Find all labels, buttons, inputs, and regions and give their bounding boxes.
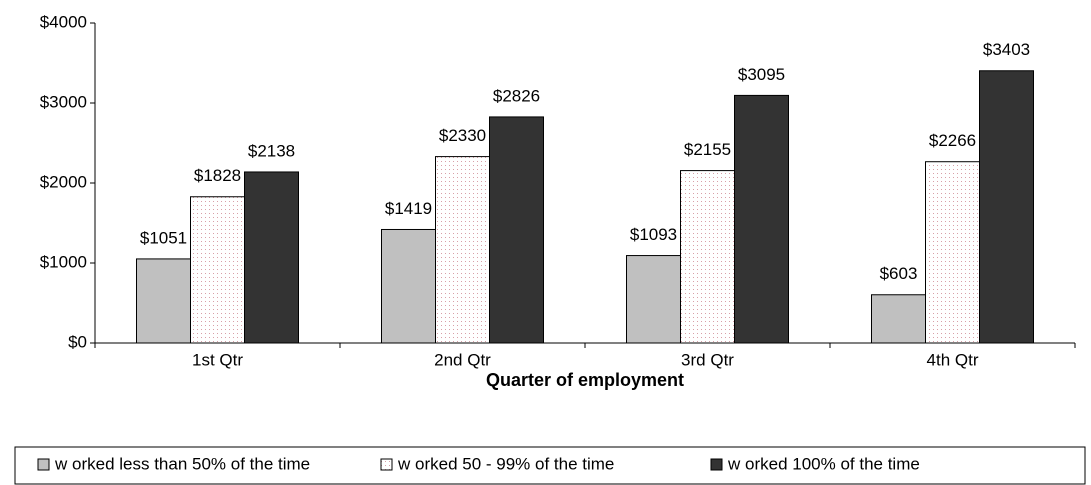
data-label: $2330 [439,126,486,145]
bar [680,170,735,344]
x-tick-label: 4th Qtr [927,350,979,369]
y-tick-label: $4000 [40,12,87,31]
y-tick-label: $2000 [40,172,87,191]
y-tick-label: $1000 [40,252,87,271]
data-label: $1051 [140,228,187,247]
legend-swatch [37,458,50,471]
data-label: $2266 [929,131,976,150]
data-label: $1093 [630,225,677,244]
x-tick-label: 1st Qtr [192,350,243,369]
bar [435,156,490,344]
bar [136,258,191,344]
data-label: $3403 [983,40,1030,59]
legend-swatch [380,458,393,471]
data-label: $3095 [738,65,785,84]
y-tick-label: $0 [68,332,87,351]
bar [244,171,299,344]
data-label: $603 [880,264,918,283]
legend-box [14,446,1086,485]
bar [489,116,544,344]
legend-swatch [710,458,723,471]
legend-label: w orked less than 50% of the time [54,454,310,473]
bar [871,294,926,344]
legend-label: w orked 50 - 99% of the time [397,454,614,473]
data-label: $2138 [248,141,295,160]
x-axis-label: Quarter of employment [486,370,684,390]
bar [626,255,681,344]
data-label: $2826 [493,86,540,105]
x-tick-label: 2nd Qtr [434,350,491,369]
data-label: $1828 [194,166,241,185]
data-label: $1419 [385,199,432,218]
x-tick-label: 3rd Qtr [681,350,734,369]
y-tick-label: $3000 [40,92,87,111]
data-label: $2155 [684,140,731,159]
legend-label: w orked 100% of the time [727,454,920,473]
bar [381,228,436,344]
bar [979,70,1034,344]
bar [734,94,789,344]
bar [190,196,245,344]
bar [925,161,980,344]
